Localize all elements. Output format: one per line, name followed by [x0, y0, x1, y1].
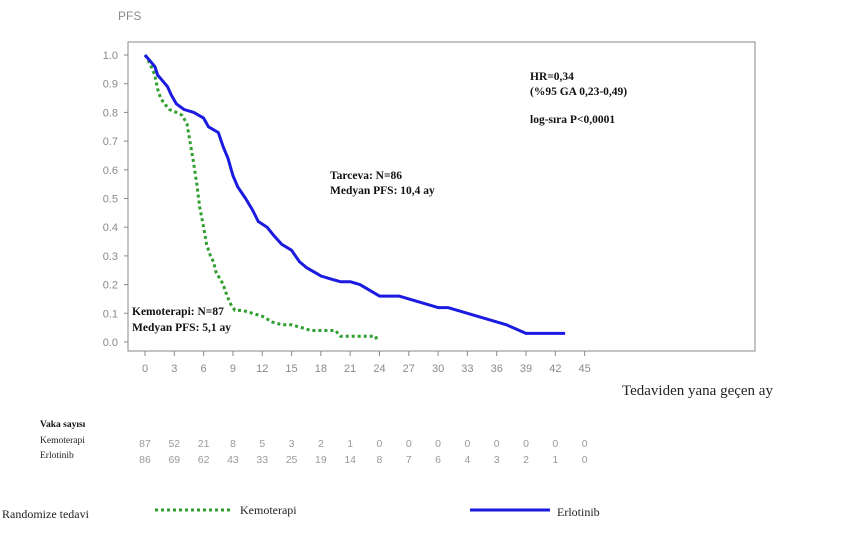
risk-value: 25 — [286, 454, 298, 466]
risk-value: 5 — [259, 438, 265, 450]
y-tick-label: 0.0 — [103, 337, 118, 349]
legend-title: Randomize tedavi — [2, 507, 90, 521]
hr-annotation-1: HR=0,34 — [530, 71, 574, 83]
x-tick-label: 42 — [549, 363, 561, 375]
risk-table-title: Vaka sayısı — [40, 420, 86, 430]
series-erlotinib-line — [143, 54, 566, 335]
x-tick-label: 0 — [142, 363, 148, 375]
hr-annotation-2: (%95 GA 0,23-0,49) — [530, 86, 627, 98]
risk-value: 3 — [494, 454, 500, 466]
y-tick-label: 0.5 — [103, 194, 118, 206]
legend-erlo-label: Erlotinib — [557, 505, 600, 519]
x-tick-label: 36 — [491, 363, 503, 375]
x-tick-label: 30 — [432, 363, 444, 375]
risk-value: 6 — [435, 454, 441, 466]
series-kemoterapi-line — [143, 54, 379, 343]
risk-row-label-kemo: Kemoterapi — [40, 436, 85, 446]
y-axis: 0.0 0.1 0.2 0.3 0.4 0.5 0.6 0.7 0.8 0.9 1.0 — [103, 50, 128, 349]
risk-value: 8 — [230, 438, 236, 450]
x-tick-label: 15 — [285, 363, 297, 375]
logrank-annotation: log-sıra P<0,0001 — [530, 114, 615, 126]
risk-value: 0 — [523, 438, 529, 450]
risk-value: 4 — [464, 454, 470, 466]
risk-value: 0 — [435, 438, 441, 450]
risk-value: 0 — [406, 438, 412, 450]
kemo-annotation-2: Medyan PFS: 5,1 ay — [132, 322, 231, 334]
risk-value: 0 — [464, 438, 470, 450]
risk-value: 7 — [406, 454, 412, 466]
x-tick-label: 33 — [461, 363, 473, 375]
y-tick-label: 0.2 — [103, 280, 118, 292]
risk-value: 2 — [523, 454, 529, 466]
x-tick-label: 27 — [403, 363, 415, 375]
y-tick-label: 0.3 — [103, 251, 118, 263]
legend-kemo-label: Kemoterapi — [240, 503, 297, 517]
x-tick-label: 3 — [171, 363, 177, 375]
risk-value: 0 — [552, 438, 558, 450]
risk-value: 62 — [198, 454, 210, 466]
risk-value: 0 — [582, 438, 588, 450]
x-tick-label: 45 — [579, 363, 591, 375]
risk-value: 1 — [347, 438, 353, 450]
tarceva-annotation-1: Tarceva: N=86 — [330, 170, 402, 182]
risk-value: 43 — [227, 454, 239, 466]
kemo-annotation-1: Kemoterapi: N=87 — [132, 306, 224, 318]
risk-value: 87 — [139, 438, 151, 450]
x-tick-label: 24 — [373, 363, 385, 375]
risk-value: 8 — [377, 454, 383, 466]
risk-value: 33 — [256, 454, 268, 466]
risk-table-values: 87 52 21 8 5 3 2 1 0 0 0 0 0 0 0 086 69 62 43 33 25 19 14 8 7 6 4 3… — [139, 438, 588, 466]
y-tick-label: 0.9 — [103, 79, 118, 91]
y-tick-label: 0.8 — [103, 107, 118, 119]
risk-value: 69 — [168, 454, 180, 466]
plot-frame — [127, 41, 756, 352]
x-axis-label: Tedaviden yana geçen ay — [622, 383, 773, 399]
risk-value: 19 — [315, 454, 327, 466]
tarceva-annotation-2: Medyan PFS: 10,4 ay — [330, 185, 435, 197]
x-axis: 0 3 6 9 12 15 18 21 24 27 30 33 36 39 42 45 — [142, 351, 591, 375]
y-tick-label: 0.6 — [103, 165, 118, 177]
x-tick-label: 21 — [344, 363, 356, 375]
survival-curves — [143, 54, 566, 343]
risk-row-label-erlo: Erlotinib — [40, 451, 74, 461]
risk-value: 0 — [582, 454, 588, 466]
risk-value: 0 — [377, 438, 383, 450]
risk-value: 2 — [318, 438, 324, 450]
y-tick-label: 0.7 — [103, 136, 118, 148]
x-tick-label: 18 — [315, 363, 327, 375]
risk-value: 14 — [344, 454, 356, 466]
risk-value: 21 — [198, 438, 210, 450]
risk-value: 3 — [289, 438, 295, 450]
y-tick-label: 1.0 — [103, 50, 118, 62]
risk-value: 0 — [494, 438, 500, 450]
y-tick-label: 0.1 — [103, 308, 118, 320]
risk-value: 52 — [168, 438, 180, 450]
x-tick-label: 6 — [201, 363, 207, 375]
x-tick-label: 9 — [230, 363, 236, 375]
x-tick-label: 39 — [520, 363, 532, 375]
risk-value: 1 — [552, 454, 558, 466]
risk-value: 86 — [139, 454, 151, 466]
y-axis-label: PFS — [118, 9, 141, 23]
y-tick-label: 0.4 — [103, 222, 118, 234]
x-tick-label: 12 — [256, 363, 268, 375]
